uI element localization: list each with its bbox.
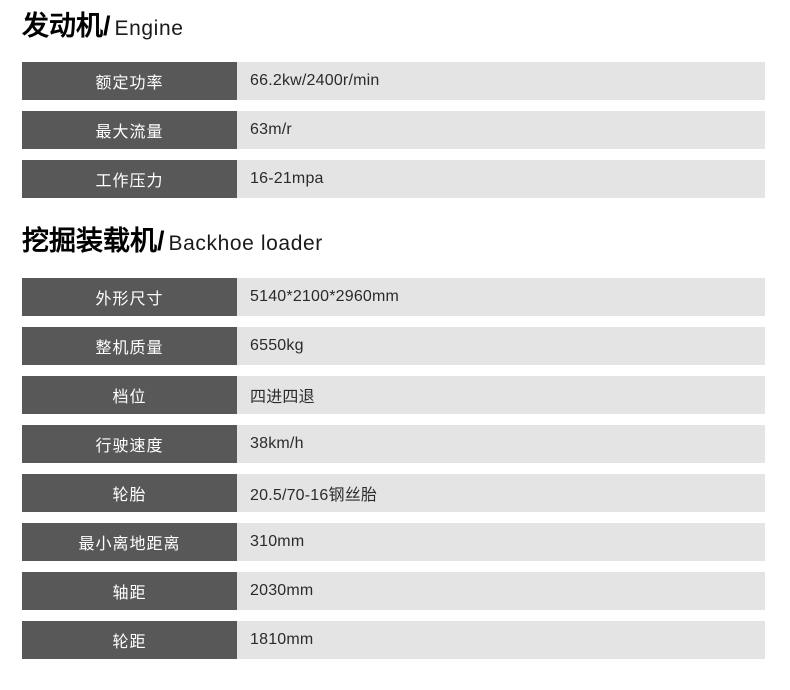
section-title-en-backhoe-loader: Backhoe loader: [168, 232, 323, 256]
table-row: 外形尺寸 5140*2100*2960mm: [22, 277, 765, 316]
table-row: 档位 四进四退: [22, 375, 765, 414]
section-backhoe-loader: 挖掘装载机/ Backhoe loader 外形尺寸 5140*2100*296…: [0, 226, 790, 659]
spec-label: 整机质量: [22, 326, 237, 365]
spec-value: 2030mm: [237, 571, 765, 610]
spec-label: 工作压力: [22, 160, 237, 199]
table-row: 最大流量 63m/r: [22, 111, 765, 150]
table-row: 轴距 2030mm: [22, 571, 765, 610]
spec-value: 20.5/70-16钢丝胎: [237, 473, 765, 512]
section-title-cn-engine: 发动机/: [22, 11, 111, 41]
spec-value: 5140*2100*2960mm: [237, 277, 765, 316]
spec-label: 行驶速度: [22, 424, 237, 463]
section-engine: 发动机/ Engine 额定功率 66.2kw/2400r/min 最大流量 6…: [0, 0, 790, 199]
spec-value: 6550kg: [237, 326, 765, 365]
section-header-backhoe-loader: 挖掘装载机/ Backhoe loader: [0, 226, 790, 257]
spec-table-engine: 额定功率 66.2kw/2400r/min 最大流量 63m/r 工作压力 16…: [0, 62, 790, 199]
table-row: 最小离地距离 310mm: [22, 522, 765, 561]
spec-value: 63m/r: [237, 111, 765, 150]
table-row: 额定功率 66.2kw/2400r/min: [22, 62, 765, 101]
spec-label: 外形尺寸: [22, 277, 237, 316]
spec-label: 最大流量: [22, 111, 237, 150]
table-row: 行驶速度 38km/h: [22, 424, 765, 463]
section-title-en-engine: Engine: [114, 17, 184, 40]
spec-label: 最小离地距离: [22, 522, 237, 561]
section-header-engine: 发动机/ Engine: [0, 0, 790, 41]
spec-label: 轴距: [22, 571, 237, 610]
spec-label: 档位: [22, 375, 237, 414]
spec-value: 310mm: [237, 522, 765, 561]
spec-value: 1810mm: [237, 620, 765, 659]
table-row: 轮胎 20.5/70-16钢丝胎: [22, 473, 765, 512]
table-row: 工作压力 16-21mpa: [22, 160, 765, 199]
spec-value: 38km/h: [237, 424, 765, 463]
spec-label: 轮距: [22, 620, 237, 659]
section-title-cn-backhoe-loader: 挖掘装载机/: [22, 226, 165, 257]
spec-label: 轮胎: [22, 473, 237, 512]
table-row: 整机质量 6550kg: [22, 326, 765, 365]
table-row: 轮距 1810mm: [22, 620, 765, 659]
spec-value: 四进四退: [237, 375, 765, 414]
spec-table-backhoe-loader: 外形尺寸 5140*2100*2960mm 整机质量 6550kg 档位 四进四…: [0, 277, 790, 659]
spec-value: 16-21mpa: [237, 160, 765, 199]
spec-value: 66.2kw/2400r/min: [237, 62, 765, 101]
spec-label: 额定功率: [22, 62, 237, 101]
